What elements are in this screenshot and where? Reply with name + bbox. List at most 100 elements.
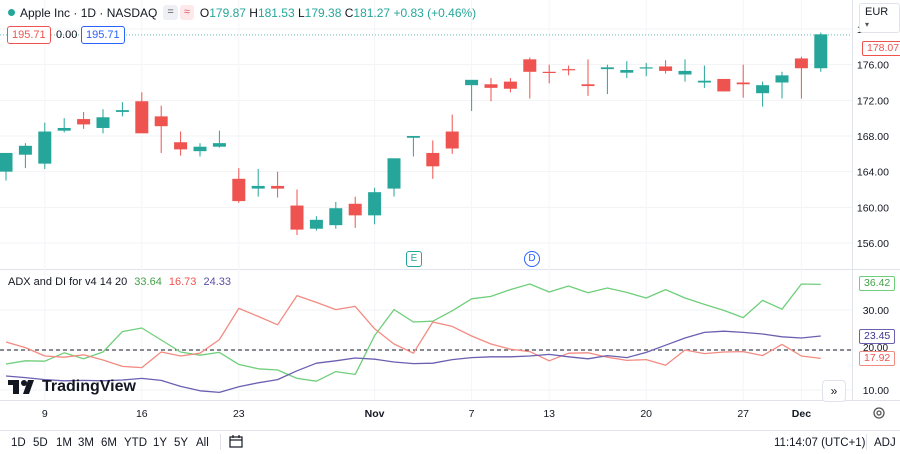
minus-di-line: [5, 294, 821, 369]
candle-body: [18, 145, 32, 155]
candle-body: [115, 110, 129, 112]
indicator-axis-label: 10.00: [863, 385, 889, 397]
range-1y[interactable]: 1Y: [153, 437, 168, 449]
range-5d[interactable]: 5D: [33, 437, 48, 449]
candle-body: [581, 84, 595, 87]
gear-icon[interactable]: [872, 406, 886, 420]
range-ytd[interactable]: YTD: [124, 437, 147, 449]
adj-toggle[interactable]: ADJ: [874, 437, 896, 449]
range-1d[interactable]: 1D: [11, 437, 26, 449]
candle-body: [309, 219, 323, 229]
candle-body: [562, 69, 576, 71]
candle-body: [96, 117, 110, 128]
chevron-down-icon: ▾: [865, 20, 870, 29]
tradingview-logo[interactable]: TradingView: [8, 378, 136, 396]
candle-body: [600, 67, 614, 70]
candle-body: [542, 71, 556, 73]
time-axis-label: 23: [233, 408, 245, 420]
candle-body: [193, 146, 207, 152]
currency-select[interactable]: EUR ▾: [859, 3, 900, 33]
candle-body: [154, 116, 168, 127]
compare-eq-button[interactable]: =: [163, 5, 178, 20]
price-axis-label: 168.00: [857, 131, 889, 143]
candle-body: [717, 78, 731, 92]
threshold-tag: 20.00: [863, 343, 889, 354]
candle-body: [465, 79, 479, 86]
candle-body: [135, 101, 149, 134]
candle-body: [659, 66, 673, 71]
clock-timezone[interactable]: 11:14:07 (UTC+1): [774, 437, 866, 449]
price-axis-label: 164.00: [857, 167, 889, 179]
time-axis-label: Nov: [365, 408, 385, 420]
indicator-legend[interactable]: ADX and DI for v4 14 20 33.64 16.73 24.3…: [8, 276, 235, 288]
range-3m[interactable]: 3M: [78, 437, 94, 449]
wave-icon[interactable]: ≈: [179, 5, 194, 20]
date-range-calendar-icon[interactable]: [229, 435, 244, 452]
candle-body: [348, 203, 362, 216]
range-5y[interactable]: 5Y: [174, 437, 189, 449]
price-axis-label: 156.00: [857, 238, 889, 250]
dividend-marker[interactable]: D: [524, 251, 540, 267]
candle-body: [503, 81, 517, 89]
scroll-to-realtime-button[interactable]: »: [822, 380, 846, 402]
candle-body: [387, 158, 401, 189]
minus-di-value: 16.73: [168, 276, 197, 288]
candle-body: [329, 208, 343, 226]
candle-body: [678, 70, 692, 75]
candle-body: [271, 185, 285, 189]
range-6m[interactable]: 6M: [101, 437, 117, 449]
candle-body: [232, 178, 246, 202]
candle-body: [57, 127, 71, 131]
candle-body: [0, 152, 13, 172]
sell-button[interactable]: 195.71: [7, 26, 51, 44]
candle-body: [697, 80, 711, 83]
candle-body: [523, 59, 537, 72]
indicator-axis-label: 30.00: [863, 305, 889, 317]
plus-di-tag: 36.42: [859, 276, 896, 291]
adx-value: 24.33: [203, 276, 232, 288]
candle-body: [406, 136, 420, 138]
time-axis-label: 13: [543, 408, 555, 420]
time-axis-label: 27: [737, 408, 749, 420]
candle-body: [445, 131, 459, 149]
range-all[interactable]: All: [196, 437, 209, 449]
last-price-tag: 178.07: [862, 41, 900, 56]
ohlc-values: O179.87 H181.53 L179.38 C181.27 +0.83 (+…: [199, 5, 477, 20]
symbol-title[interactable]: Apple Inc · 1D · NASDAQ: [20, 5, 158, 20]
candle-body: [290, 205, 304, 230]
tradingview-logo-icon: [8, 380, 34, 394]
main-legend: Apple Inc · 1D · NASDAQ = ≈ O179.87 H181…: [8, 5, 476, 20]
indicator-name[interactable]: ADX and DI for v4 14 20: [8, 276, 128, 288]
candle-body: [620, 70, 634, 73]
time-axis-label: 7: [469, 408, 475, 420]
plus-di-value: 33.64: [134, 276, 162, 288]
candle-body: [174, 142, 188, 150]
time-axis-label: Dec: [792, 408, 811, 420]
spread-value: 0.00: [56, 29, 78, 41]
candle-body: [484, 84, 498, 88]
minus-di-tag: 17.92: [859, 351, 896, 366]
earnings-marker[interactable]: E: [406, 251, 422, 267]
price-axis-label: 176.00: [857, 60, 889, 72]
candle-body: [736, 82, 750, 85]
toolbar-divider: [220, 434, 221, 450]
candle-body: [38, 131, 52, 164]
toolbar-divider: [866, 434, 867, 450]
chart-canvas[interactable]: 156.00160.00164.00168.00172.00176.00180.…: [0, 0, 900, 430]
candle-body: [639, 67, 653, 69]
plus-di-line: [5, 283, 821, 382]
candle-body: [212, 143, 226, 147]
time-axis-label: 20: [640, 408, 652, 420]
candle-body: [77, 119, 91, 125]
candle-body: [251, 185, 265, 189]
buy-button[interactable]: 195.71: [81, 26, 125, 44]
candle-body: [775, 75, 789, 83]
candle-body: [426, 152, 440, 167]
candle-body: [794, 58, 808, 69]
candle-body: [756, 85, 770, 94]
time-axis-label: 16: [136, 408, 148, 420]
range-1m[interactable]: 1M: [56, 437, 72, 449]
price-axis-label: 160.00: [857, 202, 889, 214]
market-status-dot: [8, 9, 15, 16]
price-axis-label: 172.00: [857, 95, 889, 107]
